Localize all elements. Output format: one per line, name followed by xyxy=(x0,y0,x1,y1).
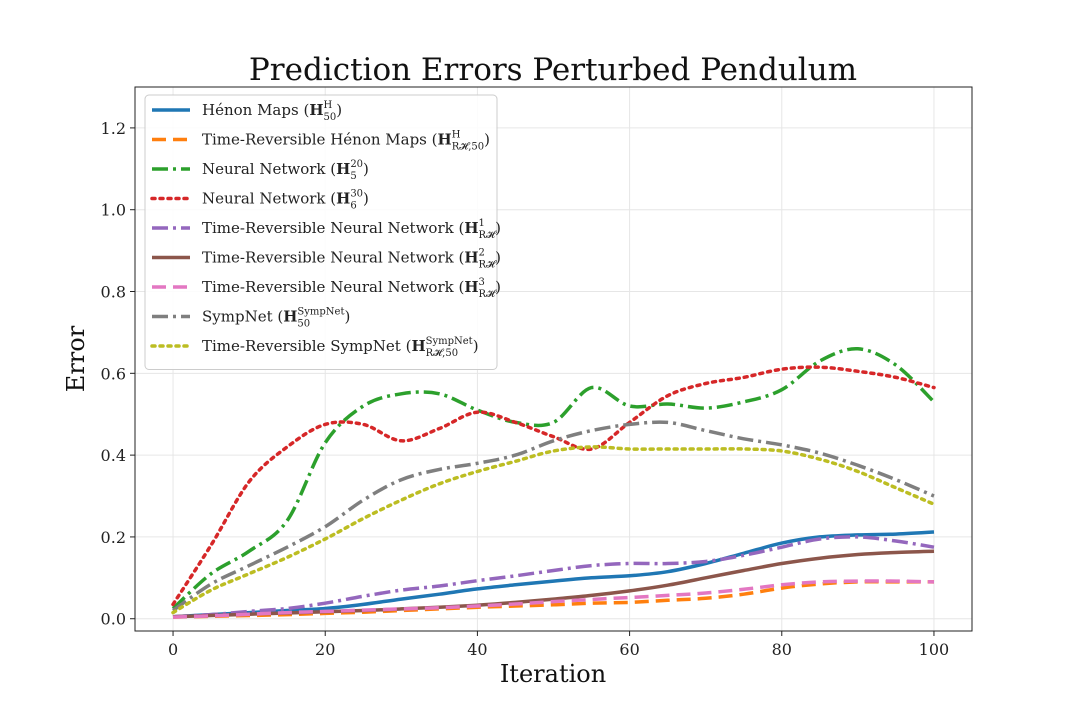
x-tick-label: 100 xyxy=(919,640,950,659)
x-axis-label: Iteration xyxy=(500,660,606,688)
legend-label-8: SympNet (H50SympNet) xyxy=(202,307,350,330)
y-tick-label: 0.2 xyxy=(101,528,126,547)
x-tick-label: 80 xyxy=(772,640,792,659)
x-tick-label: 20 xyxy=(315,640,335,659)
x-tick-label: 40 xyxy=(467,640,487,659)
chart-title: Prediction Errors Perturbed Pendulum xyxy=(249,52,857,88)
x-tick-label: 0 xyxy=(168,640,178,659)
y-tick-label: 1.0 xyxy=(101,201,126,220)
legend-label-9: Time-Reversible SympNet (HR𝓗,50SympNet) xyxy=(202,336,479,359)
y-tick-label: 0.4 xyxy=(101,446,126,465)
axis-ticks: 0 20 40 60 80 100 0.0 0.2 0.4 0.6 0.8 1.0 1.2 xyxy=(101,119,950,659)
y-tick-label: 1.2 xyxy=(101,119,126,138)
legend-label-1: Hénon Maps (H50H) xyxy=(202,100,342,123)
legend-label-4: Neural Network (H630) xyxy=(202,189,369,212)
series-group xyxy=(171,347,936,619)
series-line-1 xyxy=(172,530,935,619)
series-line-2 xyxy=(172,580,934,619)
series-line-8 xyxy=(172,420,935,612)
plot-frame xyxy=(134,86,973,632)
series-line-4 xyxy=(171,365,936,607)
series-line-9 xyxy=(171,445,936,615)
series-line-3 xyxy=(171,347,936,610)
legend: Hénon Maps (H50H) Time-Reversible Hénon M… xyxy=(144,94,501,370)
legend-box xyxy=(144,94,498,370)
legend-label-5: Time-Reversible Neural Network (HR𝓗1) xyxy=(202,218,501,241)
legend-label-2: Time-Reversible Hénon Maps (HR𝓗,50H) xyxy=(202,130,490,153)
y-axis-label: Error xyxy=(62,325,90,392)
legend-label-6: Time-Reversible Neural Network (HR𝓗2) xyxy=(202,248,501,271)
y-tick-label: 0.8 xyxy=(101,283,126,302)
y-tick-label: 0.6 xyxy=(101,364,126,383)
series-line-6 xyxy=(172,549,935,619)
series-line-7 xyxy=(172,579,935,619)
y-tick-label: 0.0 xyxy=(101,610,126,629)
legend-label-7: Time-Reversible Neural Network (HR𝓗3) xyxy=(202,277,501,300)
x-tick-label: 60 xyxy=(619,640,639,659)
legend-label-3: Neural Network (H520) xyxy=(202,159,369,182)
series-line-5 xyxy=(172,535,935,619)
